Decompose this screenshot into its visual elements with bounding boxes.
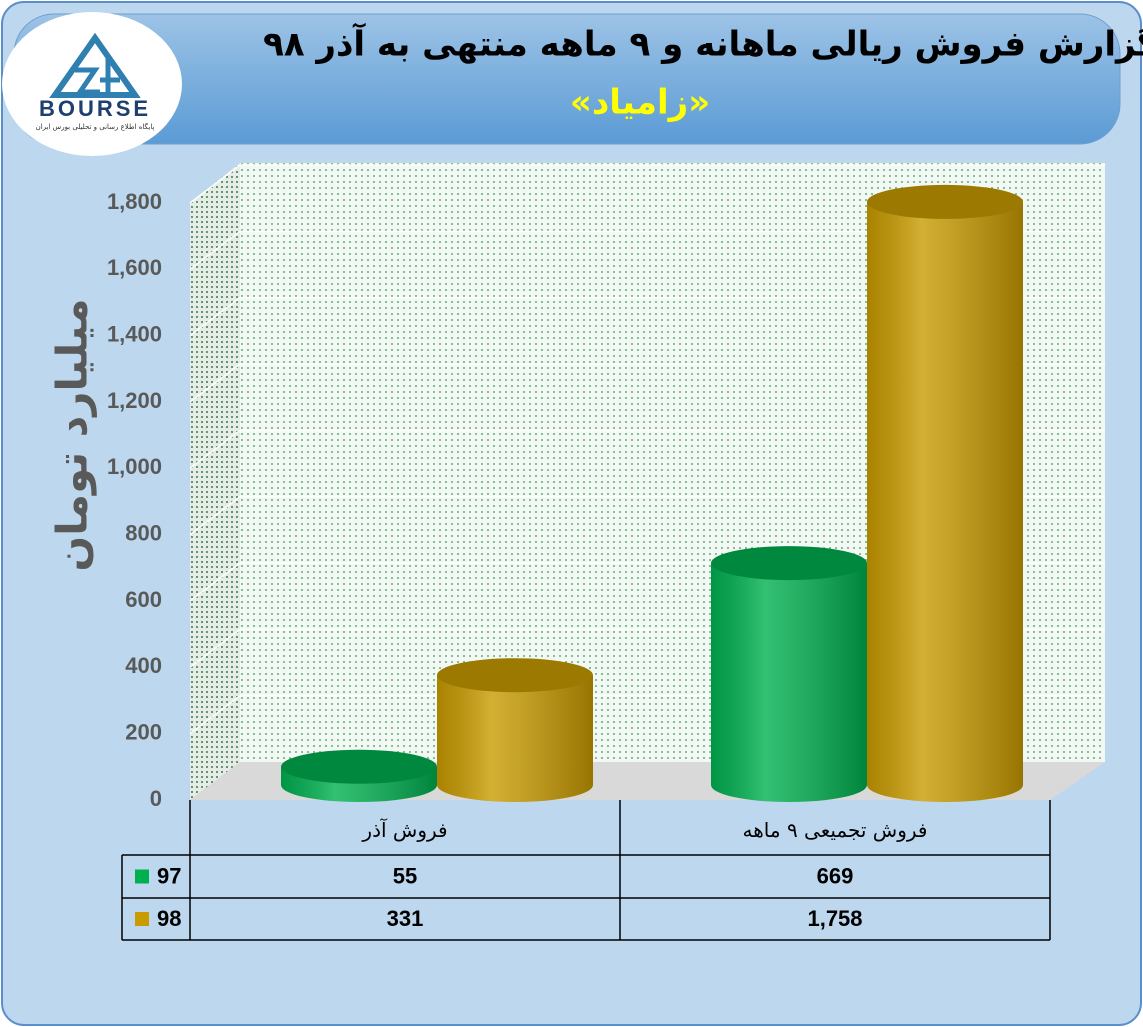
legend-label: 98 [157, 906, 181, 931]
x-tick-label: فروش تجمیعی ۹ ماهه [743, 818, 928, 842]
y-tick-label: 400 [125, 653, 162, 678]
legend-swatch [135, 869, 149, 884]
y-tick-label: 1,800 [107, 189, 162, 214]
y-tick-label: 1,400 [107, 321, 162, 346]
logo-text: BOURSE [39, 96, 151, 121]
grid-line [189, 297, 241, 337]
legend-swatch [135, 912, 149, 926]
y-axis-label: میلیارد تومان [48, 298, 98, 571]
x-tick-label: فروش آذر [361, 817, 447, 842]
cylinder-top-shade [867, 184, 1023, 219]
grid-line [189, 496, 241, 536]
cylinder-top [437, 658, 593, 693]
grid-line [189, 230, 241, 270]
data-label: 55 [393, 863, 417, 888]
y-tick-label: 0 [150, 786, 162, 811]
legend-label: 97 [157, 863, 181, 888]
grid-line [189, 628, 241, 668]
chart-subtitle: «زامیاد» [570, 83, 710, 123]
grid-line [189, 562, 241, 602]
cylinder-shade [711, 563, 867, 802]
y-tick-label: 200 [125, 719, 162, 744]
cylinder-top-shade [711, 546, 867, 581]
cylinder-top [711, 546, 867, 581]
cylinder-shade [867, 201, 1023, 802]
logo-mark [49, 32, 141, 98]
chart-title: گزارش فروش ریالی ماهانه و ۹ ماهه منتهی ب… [263, 23, 1143, 65]
y-tick-label: 1,600 [107, 255, 162, 280]
data-label: 1,758 [807, 906, 862, 931]
cylinder-top [867, 184, 1023, 219]
cylinder-top-shade [281, 749, 437, 784]
logo-badge [2, 12, 182, 156]
grid-line [189, 429, 241, 469]
logo-tagline: پایگاه اطلاع رسانی و تحلیلی بورس ایران [36, 122, 155, 131]
grid-line [189, 363, 241, 403]
grid-line [189, 164, 241, 204]
data-label: 331 [387, 906, 424, 931]
y-tick-label: 1,200 [107, 388, 162, 413]
logo-digits [75, 55, 120, 95]
y-tick-label: 1,000 [107, 454, 162, 479]
y-tick-label: 600 [125, 587, 162, 612]
cylinder-top-shade [437, 658, 593, 693]
cylinder-shade [437, 675, 593, 802]
data-label: 669 [817, 863, 854, 888]
side-wall [190, 163, 240, 800]
cylinder-top [281, 749, 437, 784]
y-tick-label: 800 [125, 520, 162, 545]
grid-line [189, 695, 241, 735]
